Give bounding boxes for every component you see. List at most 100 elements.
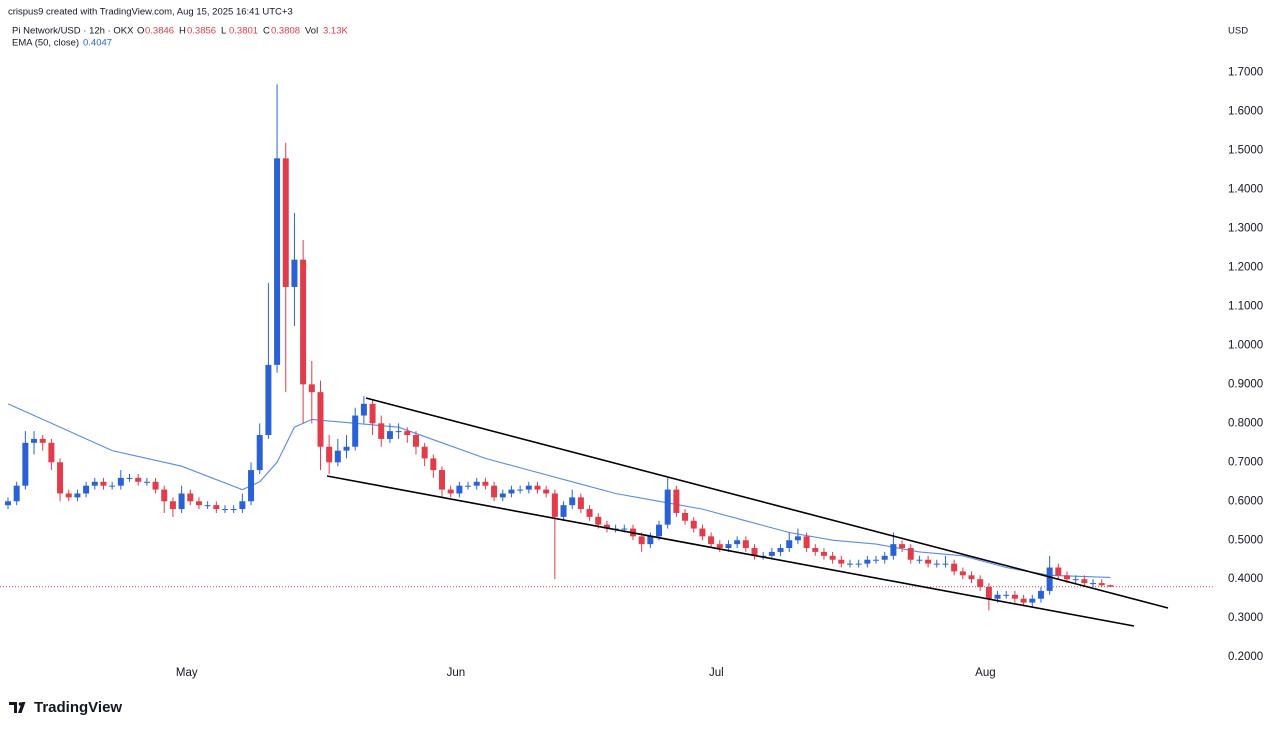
candle-body [143, 481, 150, 483]
candle-body [577, 497, 584, 510]
candle-body [109, 485, 116, 487]
candle-body [300, 259, 307, 385]
candle-body [83, 485, 90, 494]
candle-body [517, 489, 524, 491]
candle-body [907, 548, 914, 560]
candle-body [916, 559, 923, 561]
candle-body [603, 524, 610, 529]
x-tick-label: Aug [975, 667, 995, 679]
candle-body [1055, 567, 1062, 576]
candle-body [994, 594, 1001, 599]
candle-body [751, 548, 758, 556]
candle-body [195, 501, 202, 506]
candle-body [768, 551, 775, 556]
y-tick-label: 1.5000 [1228, 145, 1263, 157]
y-tick-label: 1.2000 [1228, 261, 1263, 273]
candle-body [317, 392, 324, 447]
candle-body [31, 438, 38, 443]
candle-body [1090, 583, 1097, 585]
lower-trendline [326, 475, 1135, 627]
candle-body [161, 489, 168, 502]
candle-body [178, 493, 185, 510]
candle-body [551, 493, 558, 517]
candle-body [204, 505, 211, 507]
candle-body [230, 509, 237, 511]
y-tick-label: 1.6000 [1228, 106, 1263, 118]
candle-body [951, 563, 958, 572]
candle-body [864, 559, 871, 564]
ema-name: EMA (50, close) [12, 38, 79, 49]
logo-dot [18, 702, 23, 706]
candle-body [274, 158, 281, 365]
candle-body [482, 481, 489, 486]
candle-body [117, 477, 124, 486]
candle-body [925, 559, 932, 564]
candle-body [1063, 575, 1070, 580]
ema-last: 0.4047 [83, 38, 112, 49]
candle-body [39, 438, 46, 443]
ohlc-value: 0.3846 [145, 26, 174, 37]
candle-body [13, 485, 20, 502]
candle-body [291, 259, 298, 287]
ohlc-value: 0.3808 [271, 26, 300, 37]
candle-body [777, 548, 784, 552]
y-tick-label: 0.2000 [1228, 651, 1263, 663]
candle-body [664, 489, 671, 525]
candle-body [855, 563, 862, 565]
candle-body [673, 489, 680, 513]
candle-body [873, 559, 880, 561]
candle-body [126, 477, 133, 479]
candle-body [968, 575, 975, 580]
candle-body [985, 587, 992, 599]
candle-body [386, 431, 393, 439]
candle-body [22, 442, 29, 486]
candle-body [135, 477, 142, 482]
candle-body [352, 415, 359, 447]
candle-body [465, 485, 472, 487]
attribution: crispus9 created with TradingView.com, A… [8, 7, 293, 18]
ohlc-label: L [221, 26, 226, 37]
candle-body [57, 462, 64, 494]
candle-body [647, 536, 654, 545]
y-tick-label: 0.8000 [1228, 417, 1263, 429]
x-tick-label: Jul [709, 667, 724, 679]
candle-body [343, 446, 350, 451]
currency: USD [1228, 26, 1248, 37]
candle-body [1081, 579, 1088, 584]
candle-body [439, 470, 446, 490]
ohlc-value: 0.3801 [229, 26, 258, 37]
y-tick-label: 1.4000 [1228, 184, 1263, 196]
candle-body [1020, 598, 1027, 603]
y-tick-label: 0.9000 [1228, 378, 1263, 390]
x-tick-label: Jun [447, 667, 466, 679]
candle-body [1037, 590, 1044, 599]
symbol: Pi Network/USD · 12h · OKX [12, 26, 134, 37]
candle-body [1107, 585, 1114, 587]
candle-body [838, 559, 845, 564]
candle-body [74, 493, 81, 498]
candle-body [734, 540, 741, 545]
candle-body [48, 442, 55, 463]
candle-body [690, 520, 697, 529]
candle-body [933, 563, 940, 565]
candle-body [91, 481, 98, 486]
x-tick-label: May [176, 667, 198, 679]
candle-body [899, 544, 906, 549]
y-tick-label: 0.3000 [1228, 612, 1263, 624]
candle-body [213, 505, 220, 510]
y-tick-label: 1.3000 [1228, 223, 1263, 235]
candle-body [239, 501, 246, 510]
candle-body [543, 489, 550, 494]
candle-body [256, 435, 263, 471]
candle-body [569, 497, 576, 506]
candle-body [265, 364, 272, 436]
candle-body [308, 384, 315, 393]
candle-body [473, 481, 480, 486]
candle-body [404, 431, 411, 436]
candle-body [742, 540, 749, 549]
candle-body [803, 536, 810, 549]
candle-body [560, 505, 567, 517]
candle-body [456, 485, 463, 494]
candle-body [977, 579, 984, 588]
